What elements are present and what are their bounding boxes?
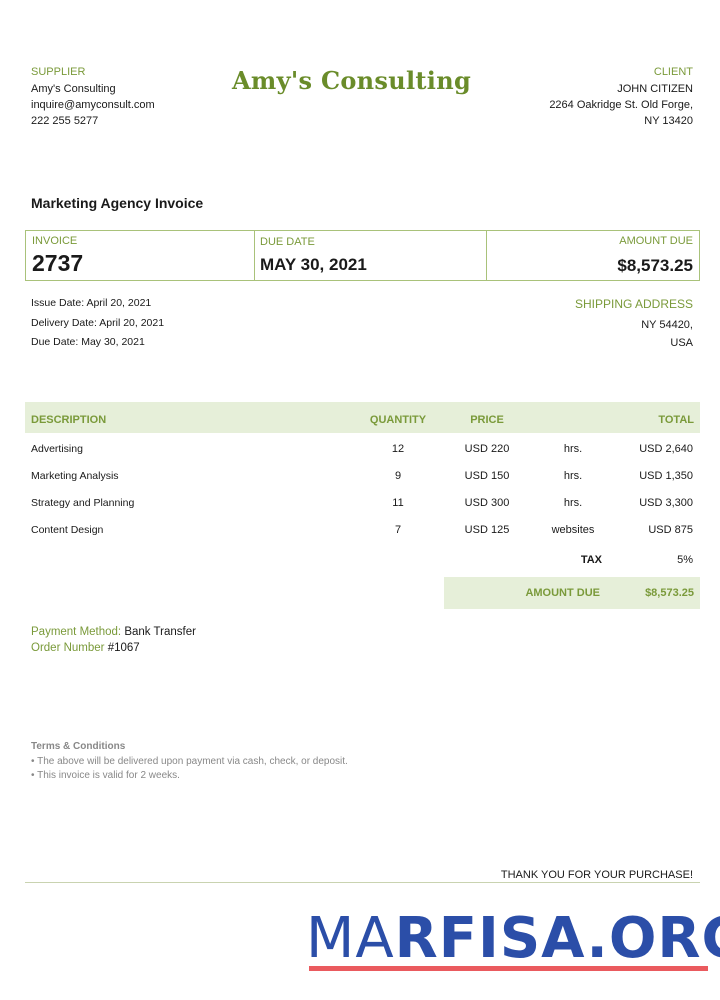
terms-title: Terms & Conditions	[31, 741, 126, 752]
row-total: USD 875	[648, 524, 693, 536]
row-total: USD 2,640	[639, 443, 693, 455]
terms-item: • The above will be delivered upon payme…	[31, 756, 348, 767]
row-price: USD 300	[464, 497, 510, 509]
row-description: Strategy and Planning	[31, 497, 135, 509]
document-title: Marketing Agency Invoice	[31, 195, 204, 211]
supplier-name: Amy's Consulting	[31, 83, 116, 95]
header-total: TOTAL	[658, 414, 694, 426]
row-quantity: 7	[394, 524, 402, 536]
table-header: DESCRIPTION QUANTITY PRICE TOTAL	[25, 402, 700, 433]
row-total: USD 1,350	[639, 470, 693, 482]
client-address-2: NY 13420	[644, 115, 693, 127]
row-quantity: 9	[394, 470, 402, 482]
invoice-label: INVOICE	[32, 235, 78, 247]
client-name: JOHN CITIZEN	[617, 83, 693, 95]
client-address-1: 2264 Oakridge St. Old Forge,	[549, 99, 693, 111]
row-total: USD 3,300	[639, 497, 693, 509]
header-price: PRICE	[470, 414, 504, 426]
footer-divider	[25, 882, 700, 883]
order-number-label: Order Number	[31, 642, 105, 654]
row-unit: hrs.	[563, 470, 583, 482]
header-description: DESCRIPTION	[31, 414, 107, 426]
thank-you-note: THANK YOU FOR YOUR PURCHASE!	[500, 869, 693, 881]
shipping-label: SHIPPING ADDRESS	[574, 297, 693, 311]
supplier-email: inquire@amyconsult.com	[31, 99, 155, 111]
due-date-label: DUE DATE	[260, 236, 315, 248]
payment-method-label: Payment Method:	[31, 626, 122, 638]
header-quantity: QUANTITY	[369, 414, 427, 426]
shipping-line-2: USA	[670, 337, 693, 349]
row-price: USD 150	[464, 470, 510, 482]
amount-due-row: AMOUNT DUE $8,573.25	[444, 577, 700, 609]
client-label: CLIENT	[653, 66, 693, 78]
row-quantity: 11	[392, 497, 404, 509]
delivery-date: Delivery Date: April 20, 2021	[31, 317, 165, 329]
row-quantity: 12	[391, 443, 405, 455]
due-date-value: MAY 30, 2021	[260, 255, 367, 274]
row-description: Advertising	[31, 443, 83, 455]
row-price: USD 125	[464, 524, 510, 536]
due-date: Due Date: May 30, 2021	[31, 336, 145, 348]
amount-due-label: AMOUNT DUE	[619, 235, 693, 247]
supplier-phone: 222 255 5277	[31, 115, 99, 127]
invoice-summary-box: INVOICE 2737 DUE DATE MAY 30, 2021 AMOUN…	[25, 230, 700, 281]
row-unit: hrs.	[563, 443, 583, 455]
issue-date: Issue Date: April 20, 2021	[31, 297, 152, 309]
row-description: Content Design	[31, 524, 104, 536]
watermark-underline	[309, 966, 708, 971]
amount-due-total-label: AMOUNT DUE	[525, 587, 600, 599]
row-price: USD 220	[464, 443, 510, 455]
terms-item: • This invoice is valid for 2 weeks.	[31, 770, 180, 781]
shipping-line-1: NY 54420,	[641, 319, 693, 331]
row-description: Marketing Analysis	[31, 470, 119, 482]
amount-due-total-value: $8,573.25	[645, 587, 694, 599]
amount-due-value: $8,573.25	[617, 256, 693, 275]
company-logo-title: Amy's Consulting	[232, 66, 472, 95]
watermark-logo: MARFISA.ORG	[306, 906, 720, 971]
invoice-number: 2737	[32, 250, 84, 276]
payment-method-value: Bank Transfer	[124, 626, 196, 638]
tax-label: TAX	[580, 554, 602, 566]
tax-value: 5%	[677, 554, 693, 566]
row-unit: websites	[551, 524, 595, 536]
order-number-value: #1067	[107, 642, 140, 654]
row-unit: hrs.	[563, 497, 583, 509]
supplier-label: SUPPLIER	[31, 66, 86, 78]
